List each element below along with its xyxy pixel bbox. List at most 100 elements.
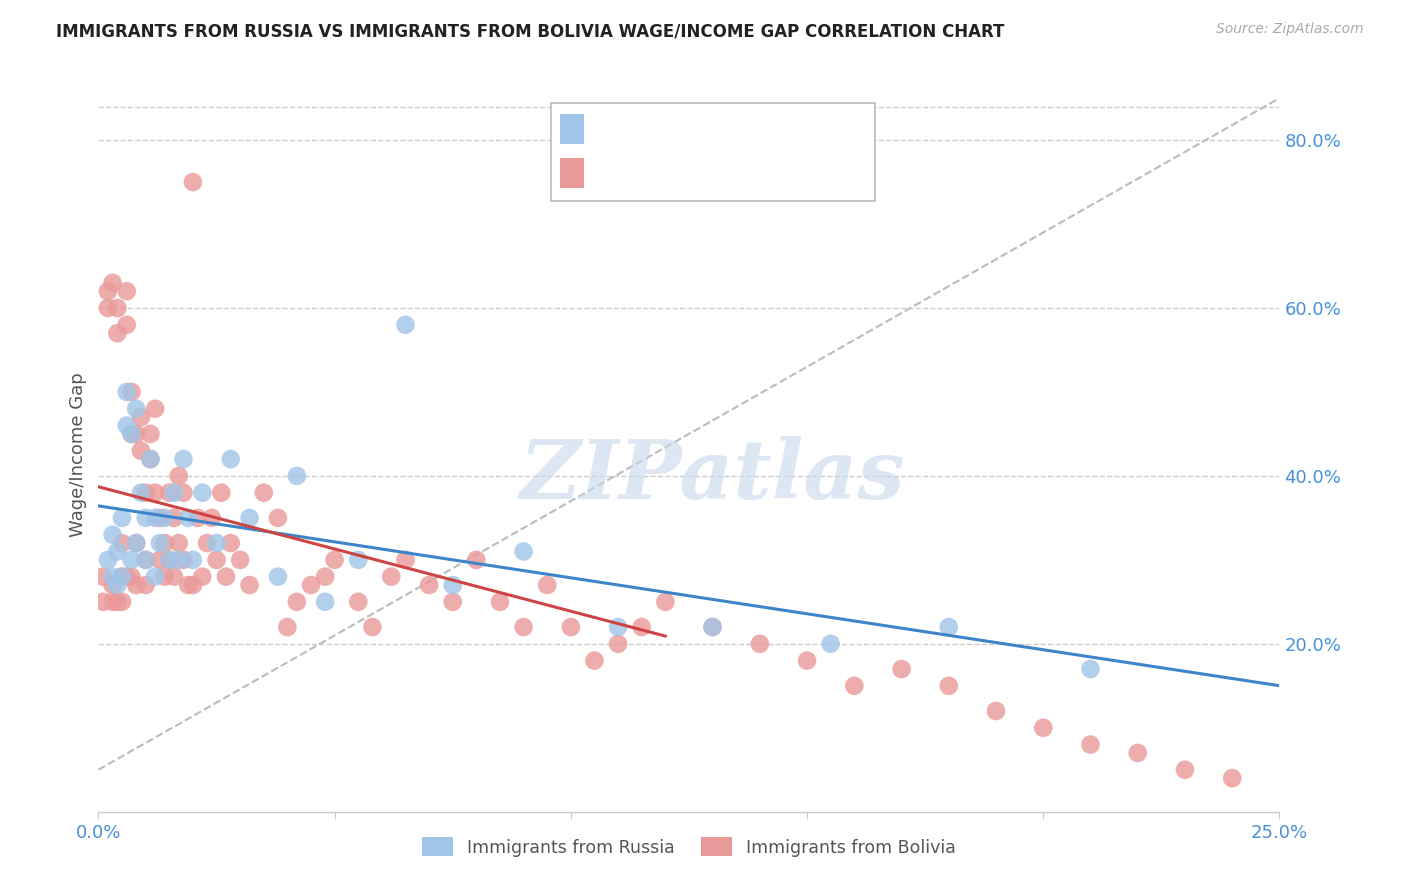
Point [299,578,322,592]
Point [181,553,204,567]
Point [135,553,157,567]
Point [111,536,134,550]
Text: Source: ZipAtlas.com: Source: ZipAtlas.com [1216,22,1364,37]
Point [111,511,134,525]
Point [1220,771,1243,785]
Point [163,511,186,525]
Point [285,469,308,483]
Point [101,527,124,541]
Point [121,384,143,399]
Point [347,553,370,567]
Point [187,511,209,525]
Point [125,578,148,592]
Point [702,620,724,634]
Point [195,536,218,550]
Point [347,595,370,609]
Point [465,553,488,567]
Point [177,511,200,525]
Point [938,620,960,634]
Text: IMMIGRANTS FROM RUSSIA VS IMMIGRANTS FROM BOLIVIA WAGE/INCOME GAP CORRELATION CH: IMMIGRANTS FROM RUSSIA VS IMMIGRANTS FRO… [56,22,1005,40]
Point [163,485,186,500]
Point [125,426,148,441]
Point [215,569,238,583]
Point [121,553,143,567]
Point [135,485,157,500]
Point [239,578,262,592]
Point [115,284,138,298]
Point [111,569,134,583]
Point [984,704,1007,718]
Point [115,384,138,399]
Point [512,544,534,558]
Point [607,620,630,634]
Point [153,511,176,525]
Point [583,654,606,668]
Point [654,595,676,609]
Point [702,620,724,634]
Point [1080,662,1102,676]
Point [91,569,114,583]
Point [441,595,464,609]
Point [394,553,416,567]
Point [115,569,138,583]
Point [115,318,138,332]
Point [167,536,190,550]
Point [149,536,172,550]
Point [172,452,194,467]
Point [219,536,242,550]
Point [135,553,157,567]
Point [1174,763,1197,777]
Point [105,326,128,341]
Y-axis label: Wage/Income Gap: Wage/Income Gap [69,373,87,537]
Point [97,284,120,298]
Point [105,578,128,592]
Point [129,485,152,500]
Point [105,301,128,315]
Point [512,620,534,634]
Point [101,595,124,609]
Point [121,569,143,583]
Point [394,318,416,332]
Point [97,301,120,315]
Point [101,578,124,592]
Point [143,569,166,583]
Point [157,553,180,567]
Point [153,569,176,583]
Point [536,578,558,592]
Point [191,569,214,583]
Point [167,553,190,567]
Point [101,276,124,290]
Point [267,511,290,525]
Legend: Immigrants from Russia, Immigrants from Bolivia: Immigrants from Russia, Immigrants from … [415,830,963,863]
Point [111,595,134,609]
Point [157,553,180,567]
Point [201,511,224,525]
Point [153,536,176,550]
Point [91,595,114,609]
Point [253,485,276,500]
Point [143,401,166,416]
Point [125,536,148,550]
Point [167,469,190,483]
Point [630,620,652,634]
Point [111,569,134,583]
Point [205,553,228,567]
Point [267,569,290,583]
Point [441,578,464,592]
Point [121,426,143,441]
Point [139,426,162,441]
Point [489,595,512,609]
Point [97,553,120,567]
Point [205,536,228,550]
Point [143,485,166,500]
Point [149,553,172,567]
Point [129,410,152,425]
Point [105,595,128,609]
Point [157,485,180,500]
Point [139,452,162,467]
Point [163,569,186,583]
Point [139,452,162,467]
Point [844,679,866,693]
Point [172,553,194,567]
Point [181,578,204,592]
